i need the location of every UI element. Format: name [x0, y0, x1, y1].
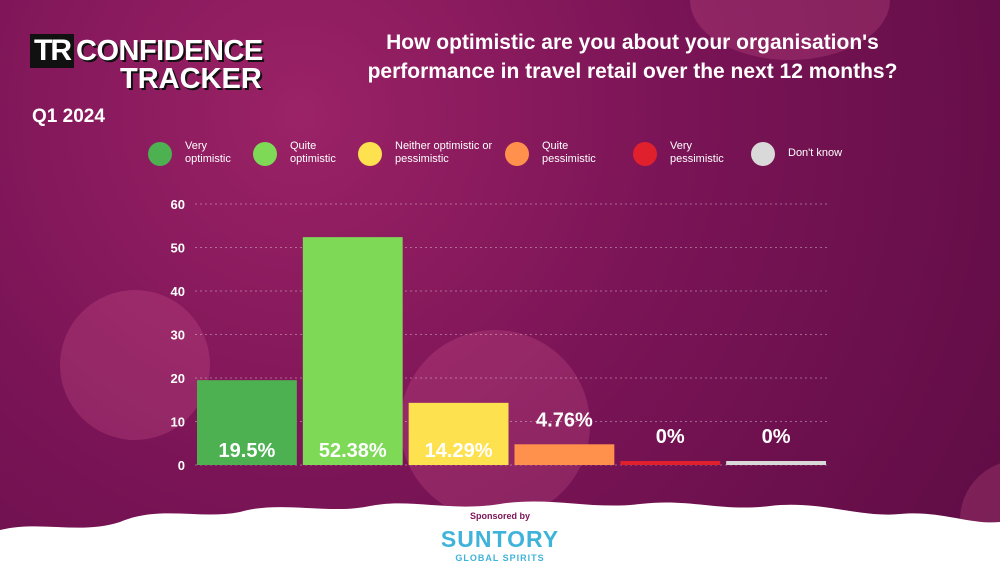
legend-label: Neither optimistic or pessimistic [395, 140, 493, 165]
legend-swatch [253, 142, 277, 166]
bar [302, 237, 403, 465]
bar [620, 461, 721, 465]
bar [408, 402, 509, 465]
value-label: 0% [762, 426, 791, 448]
bar [514, 444, 615, 465]
legend-swatch [358, 142, 382, 166]
y-tick-label: 10 [171, 415, 185, 430]
y-tick-label: 30 [171, 328, 185, 343]
value-label: 52.38% [319, 440, 387, 462]
legend-swatch [505, 142, 529, 166]
logo-line: TRACKER [120, 63, 262, 95]
value-label: 19.5% [219, 440, 276, 462]
chart-title: How optimistic are you about your organi… [367, 31, 898, 83]
sponsor-name: SUNTORY [440, 526, 560, 552]
y-tick-label: 50 [171, 241, 185, 256]
period: Q1 2024 [32, 106, 105, 127]
y-tick-label: 40 [171, 284, 185, 299]
legend-label: Quite optimistic [290, 140, 336, 165]
value-label: 14.29% [425, 440, 493, 462]
legend-label: Don't know [788, 147, 843, 159]
cloud [0, 501, 1000, 575]
value-label: 4.76% [536, 409, 593, 431]
y-tick-label: 20 [171, 371, 185, 386]
y-tick-label: 0 [178, 458, 185, 473]
y-tick-label: 60 [171, 197, 185, 212]
logo: TR CONFIDENCE TRACKER [30, 14, 275, 95]
sponsor-tagline: GLOBAL SPIRITS [455, 553, 545, 563]
value-label: 0% [656, 426, 685, 448]
legend-swatch [751, 142, 775, 166]
legend-label: Very pessimistic [670, 140, 724, 165]
bokeh [60, 290, 210, 440]
bar [726, 461, 826, 465]
legend-swatch [633, 142, 657, 166]
sponsor-label: Sponsored by [469, 511, 530, 521]
logo-prefix: TR [30, 34, 74, 68]
legend-swatch [148, 142, 172, 166]
legend-label: Quite pessimistic [542, 140, 596, 165]
logo-line: CONFIDENCE [76, 35, 263, 67]
legend-label: Very optimistic [185, 140, 231, 165]
bar [197, 380, 297, 465]
